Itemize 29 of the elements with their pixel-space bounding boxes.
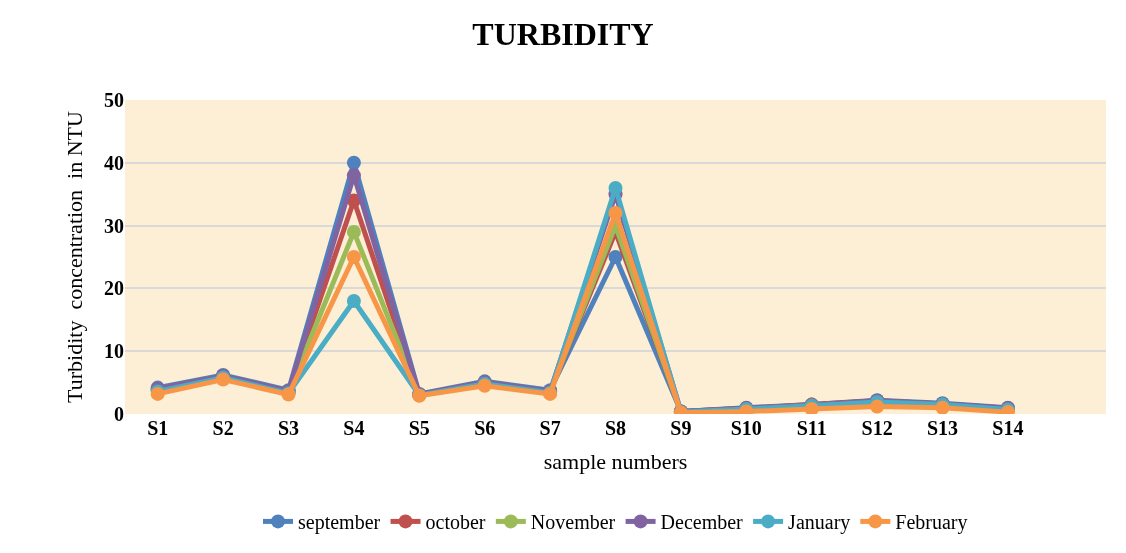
legend-label: November [530,511,616,534]
x-tick-label: S3 [277,417,300,439]
x-axis-title: sample numbers [543,448,688,474]
x-tick-label: S8 [604,417,627,439]
x-tick-label: S13 [926,417,959,439]
x-tick-label: S10 [730,417,762,439]
legend-label: December [660,511,744,534]
x-tick-label: S2 [212,417,234,439]
y-tick-label: 10 [104,340,124,363]
x-tick-label: S5 [408,417,430,439]
chart-title: TURBIDITY [472,15,654,52]
y-tick-label: 30 [104,214,124,237]
y-tick-label: 50 [104,89,124,111]
x-tick-label: S1 [147,417,169,439]
legend-label: september [298,511,381,535]
y-axis-title: Turbidity concentration in NTU [61,110,87,403]
x-tick-label: S4 [343,417,365,439]
x-tick-label: S7 [539,417,561,439]
y-tick-label: 20 [104,277,124,300]
legend-label: January [788,511,851,535]
x-tick-label: S14 [992,417,1024,439]
x-tick-label: S11 [796,417,827,439]
y-tick-label: 40 [104,151,124,174]
legend-label: February [895,511,968,535]
x-tick-label: S6 [474,417,496,439]
y-tick-label: 0 [114,403,124,425]
x-tick-label: S12 [861,417,893,439]
legend-label: october [425,511,486,534]
x-tick-label: S9 [670,417,692,439]
